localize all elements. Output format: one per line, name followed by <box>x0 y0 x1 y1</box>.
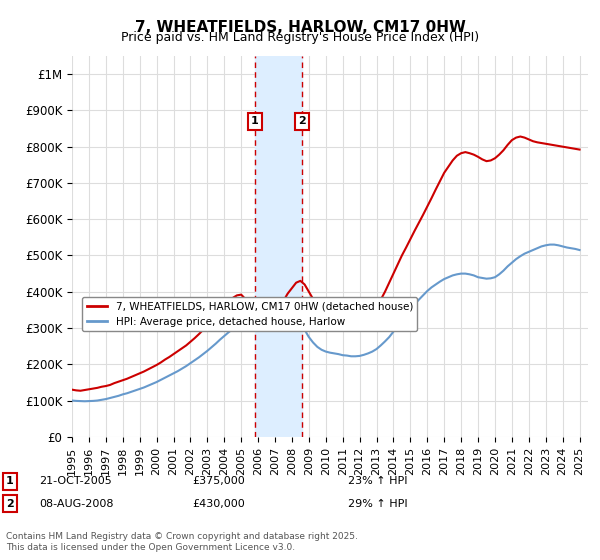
Text: 7, WHEATFIELDS, HARLOW, CM17 0HW: 7, WHEATFIELDS, HARLOW, CM17 0HW <box>134 20 466 35</box>
Text: 1: 1 <box>251 116 259 126</box>
Text: 2: 2 <box>6 499 14 509</box>
Legend: 7, WHEATFIELDS, HARLOW, CM17 0HW (detached house), HPI: Average price, detached : 7, WHEATFIELDS, HARLOW, CM17 0HW (detach… <box>82 297 417 331</box>
Text: 21-OCT-2005: 21-OCT-2005 <box>39 477 112 487</box>
Text: 2: 2 <box>298 116 306 126</box>
Text: £430,000: £430,000 <box>192 499 245 509</box>
Text: Price paid vs. HM Land Registry's House Price Index (HPI): Price paid vs. HM Land Registry's House … <box>121 31 479 44</box>
Text: £375,000: £375,000 <box>192 477 245 487</box>
Text: 08-AUG-2008: 08-AUG-2008 <box>39 499 113 509</box>
Text: Contains HM Land Registry data © Crown copyright and database right 2025.
This d: Contains HM Land Registry data © Crown c… <box>6 532 358 552</box>
Text: 1: 1 <box>6 477 14 487</box>
Bar <box>255 56 302 437</box>
Text: 23% ↑ HPI: 23% ↑ HPI <box>348 477 407 487</box>
Text: 29% ↑ HPI: 29% ↑ HPI <box>348 499 407 509</box>
